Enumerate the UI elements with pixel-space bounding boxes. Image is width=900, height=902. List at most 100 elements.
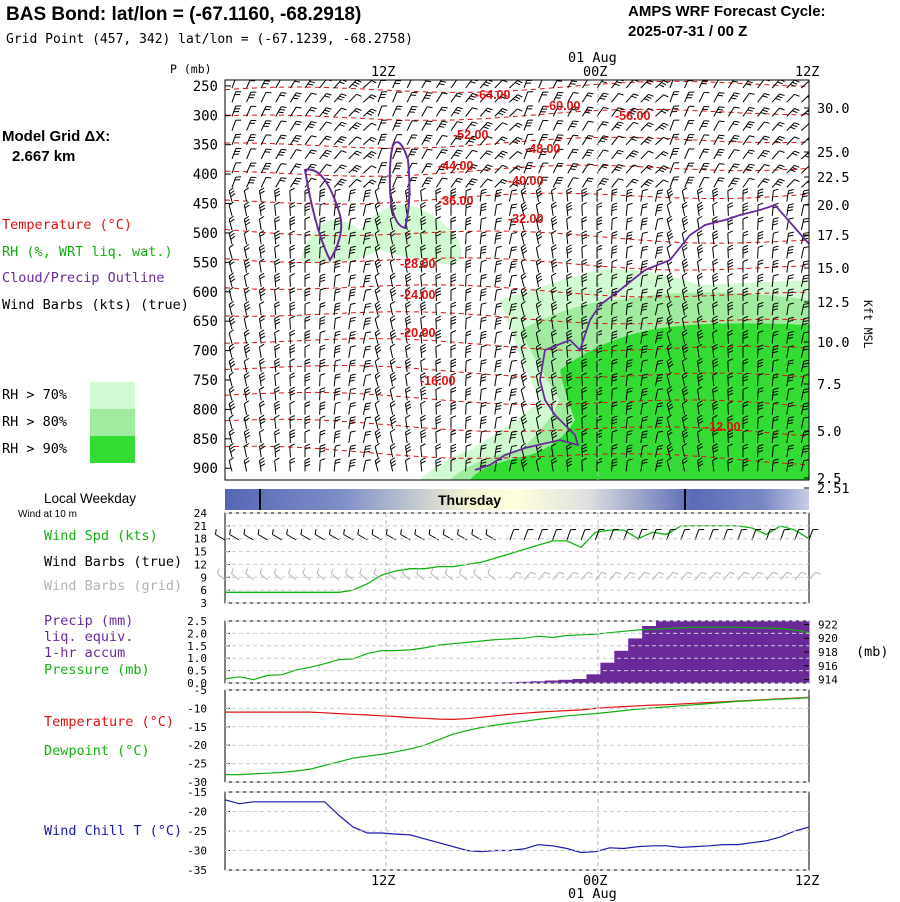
wind-barb [685,76,695,90]
wind-barb [290,148,301,162]
cycle-value: 2025-07-31 / 00 Z [628,23,747,40]
wind-barb [334,149,346,162]
precip-bar [753,621,767,683]
wind-barb [405,358,412,372]
wind-barb [582,105,593,119]
wind-barb [509,260,517,274]
wind-barb [728,176,739,190]
wind-barb [466,416,472,429]
wind-barb [305,106,317,120]
wind-barb [334,458,340,471]
wind-barb [551,188,558,202]
wind-barb [728,148,739,162]
wind-speed-tick-label: 15 [194,546,207,559]
windchill-tick-label: -20 [187,806,207,819]
wind-barb [521,259,529,273]
wind-barb [451,345,456,358]
wind-speed-tick-label: 24 [194,507,208,520]
wind-barb [480,373,486,386]
wind-barb [378,175,387,189]
wind-barb [772,107,784,120]
wind-barb [641,246,648,260]
wind-barb [566,231,572,244]
wind-barb [495,416,502,430]
wind-barb [259,202,266,216]
wind-barb [480,203,486,216]
grid-wind-barb [344,568,356,580]
wind-barb [390,358,398,372]
wind-barb [436,430,442,443]
wind-barb [480,416,486,429]
wind-barb [375,387,383,401]
surface-wind-barb [724,528,733,542]
wind-barb [363,203,371,217]
wind-barb [232,104,241,118]
wind-barb [641,178,654,191]
wind-barb [320,331,326,344]
wind-speed-tick-label: 21 [194,520,207,533]
wind-barb [714,176,725,190]
wind-barb [244,230,252,244]
surface-wind-barb [681,528,690,542]
wind-barb [480,302,486,315]
wind-barb [290,416,296,429]
wind-barb [451,106,463,120]
wind-barb [787,93,800,106]
wind-barb [451,402,456,415]
wind-barb [320,149,332,162]
wind-barb [480,345,486,358]
wind-barb [305,402,310,415]
wind-barb [521,387,529,401]
temperature-contour-label: -60.00 [545,99,580,113]
wind-barb [712,231,718,244]
wind-barb [551,231,558,245]
wind-barb [290,373,296,386]
wind-barb [466,106,478,119]
pressure-tick-label: 350 [193,138,218,154]
temperature-legend: Temperature (°C) [44,714,174,730]
wind-barb [405,401,412,415]
precip-liq-legend: liq. equiv. [44,629,133,645]
pressure-tick-label: 400 [193,167,218,183]
precip-bar [712,621,726,683]
wind-barb [728,231,734,244]
wind-barb [229,372,237,386]
wind-barb [728,188,734,201]
wind-barb [728,259,734,272]
wind-barb [305,77,317,91]
wind-barb [320,92,332,105]
precip-bar [656,621,670,683]
wind-barb [451,444,456,457]
wind-barb [290,345,296,358]
wind-barb [274,373,280,386]
wind-height-note: Wind at 10 m [18,509,77,520]
top-date-label: 01 Aug [568,50,617,66]
wind-barb [697,231,704,245]
kft-tick-label: 12.5 [817,295,850,311]
temperature-tick-label: -5 [194,684,207,697]
wind-barb [378,90,387,104]
temperature-contour [225,137,810,148]
wind-barb [582,91,593,105]
wind-barb [758,260,764,273]
wind-barb [244,443,252,457]
wind-barb [536,245,544,259]
wind-barb [597,177,609,191]
wind-barb [597,120,609,134]
wind-barb [422,119,433,133]
wind-barb [375,429,383,443]
pressure-tick-label: 800 [193,402,218,418]
wind-barb [495,317,502,331]
wind-speed-legend: Wind Spd (kts) [44,528,158,544]
pressure-tick-label: 500 [193,226,218,242]
wind-barb [670,76,679,90]
wind-barb [436,345,442,358]
wind-barb [305,430,310,443]
wind-barb [232,90,241,104]
wind-barb [801,246,809,260]
wind-barb [276,176,287,190]
wind-barb [422,105,433,119]
wind-barb [495,121,508,134]
wind-barb [495,231,502,245]
wind-barb [641,231,648,245]
